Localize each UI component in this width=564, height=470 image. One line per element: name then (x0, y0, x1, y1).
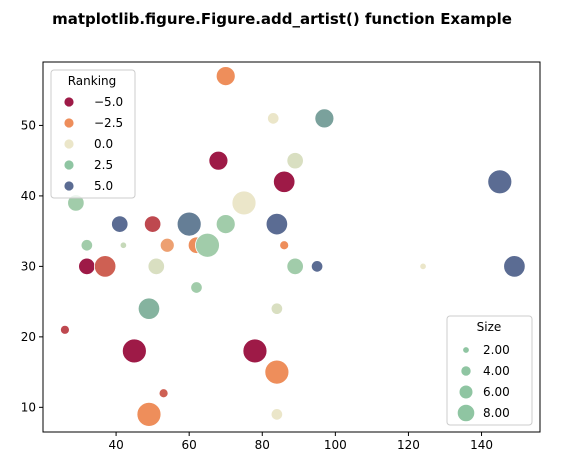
scatter-point (270, 302, 284, 315)
ticks-layer: 40 60 80 100 120 140 10 20 30 40 50 (21, 118, 493, 452)
y-tick-label: 50 (21, 118, 36, 132)
scatter-point (215, 214, 236, 234)
scatter-point (78, 257, 96, 276)
scatter-point (60, 324, 70, 335)
hue-legend: Ranking −5.0 −2.5 0.0 2.5 5.0 (50, 69, 136, 199)
hue-legend-marker (63, 180, 75, 192)
size-legend-marker (458, 384, 474, 400)
scatter-point (503, 255, 526, 278)
hue-legend-marker (63, 117, 75, 129)
scatter-point (270, 408, 284, 421)
x-tick-label: 80 (255, 438, 270, 452)
x-tick-label: 140 (470, 438, 493, 452)
hue-legend-frame (50, 69, 136, 199)
scatter-point (159, 237, 175, 253)
size-legend-label: 4.00 (483, 364, 510, 378)
hue-legend-label: 0.0 (94, 137, 113, 151)
y-tick-label: 20 (21, 330, 36, 344)
size-legend-marker (462, 346, 470, 354)
size-legend: Size 2.00 4.00 6.00 8.00 (446, 315, 533, 426)
size-legend-marker (456, 403, 476, 423)
scatter-point (208, 150, 229, 171)
scatter-point (80, 239, 94, 252)
chart-title: matplotlib.figure.Figure.add_artist() fu… (52, 10, 512, 28)
scatter-point (267, 112, 280, 125)
scatter-point (264, 359, 290, 385)
scatter-point (265, 212, 289, 236)
y-tick-label: 30 (21, 259, 36, 273)
scatter-point (136, 401, 162, 427)
size-legend-marker (460, 365, 472, 377)
scatter-point (195, 232, 220, 258)
scatter-point (286, 257, 304, 276)
scatter-point (487, 169, 513, 195)
hue-legend-marker (63, 159, 75, 171)
x-tick-label: 100 (324, 438, 347, 452)
scatter-point (310, 260, 324, 273)
scatter-point (419, 262, 427, 271)
scatter-point (190, 281, 203, 294)
size-legend-title: Size (477, 320, 502, 334)
x-tick-label: 60 (182, 438, 197, 452)
hue-legend-marker (63, 96, 75, 108)
scatter-point (176, 211, 202, 237)
hue-legend-label: −2.5 (94, 116, 123, 130)
scatter-point (147, 257, 165, 276)
axes-frame (42, 61, 541, 433)
x-tick-label: 40 (108, 438, 123, 452)
size-legend-label: 6.00 (483, 385, 510, 399)
scatter-point (242, 338, 268, 364)
scatter-point (273, 170, 296, 193)
y-tick-label: 10 (21, 400, 36, 414)
scatter-point (286, 152, 304, 170)
hue-legend-label: 2.5 (94, 158, 113, 172)
scatter-point (215, 66, 236, 86)
size-legend-label: 2.00 (483, 343, 510, 357)
points-layer (60, 66, 526, 427)
hue-legend-label: 5.0 (94, 179, 113, 193)
hue-legend-marker (63, 138, 75, 150)
size-legend-label: 8.00 (483, 406, 510, 420)
scatter-point (231, 190, 257, 216)
scatter-point (143, 215, 162, 233)
scatter-point (279, 240, 290, 251)
scatter-point (119, 241, 128, 249)
x-tick-label: 120 (397, 438, 420, 452)
y-tick-label: 40 (21, 189, 36, 203)
hue-legend-label: −5.0 (94, 95, 123, 109)
scatter-point (158, 388, 169, 399)
scatter-point (314, 108, 335, 129)
hue-legend-title: Ranking (68, 74, 117, 88)
scatter-point (137, 297, 161, 320)
scatter-point (93, 255, 117, 278)
scatter-point (111, 215, 129, 233)
scatter-point (121, 338, 147, 364)
